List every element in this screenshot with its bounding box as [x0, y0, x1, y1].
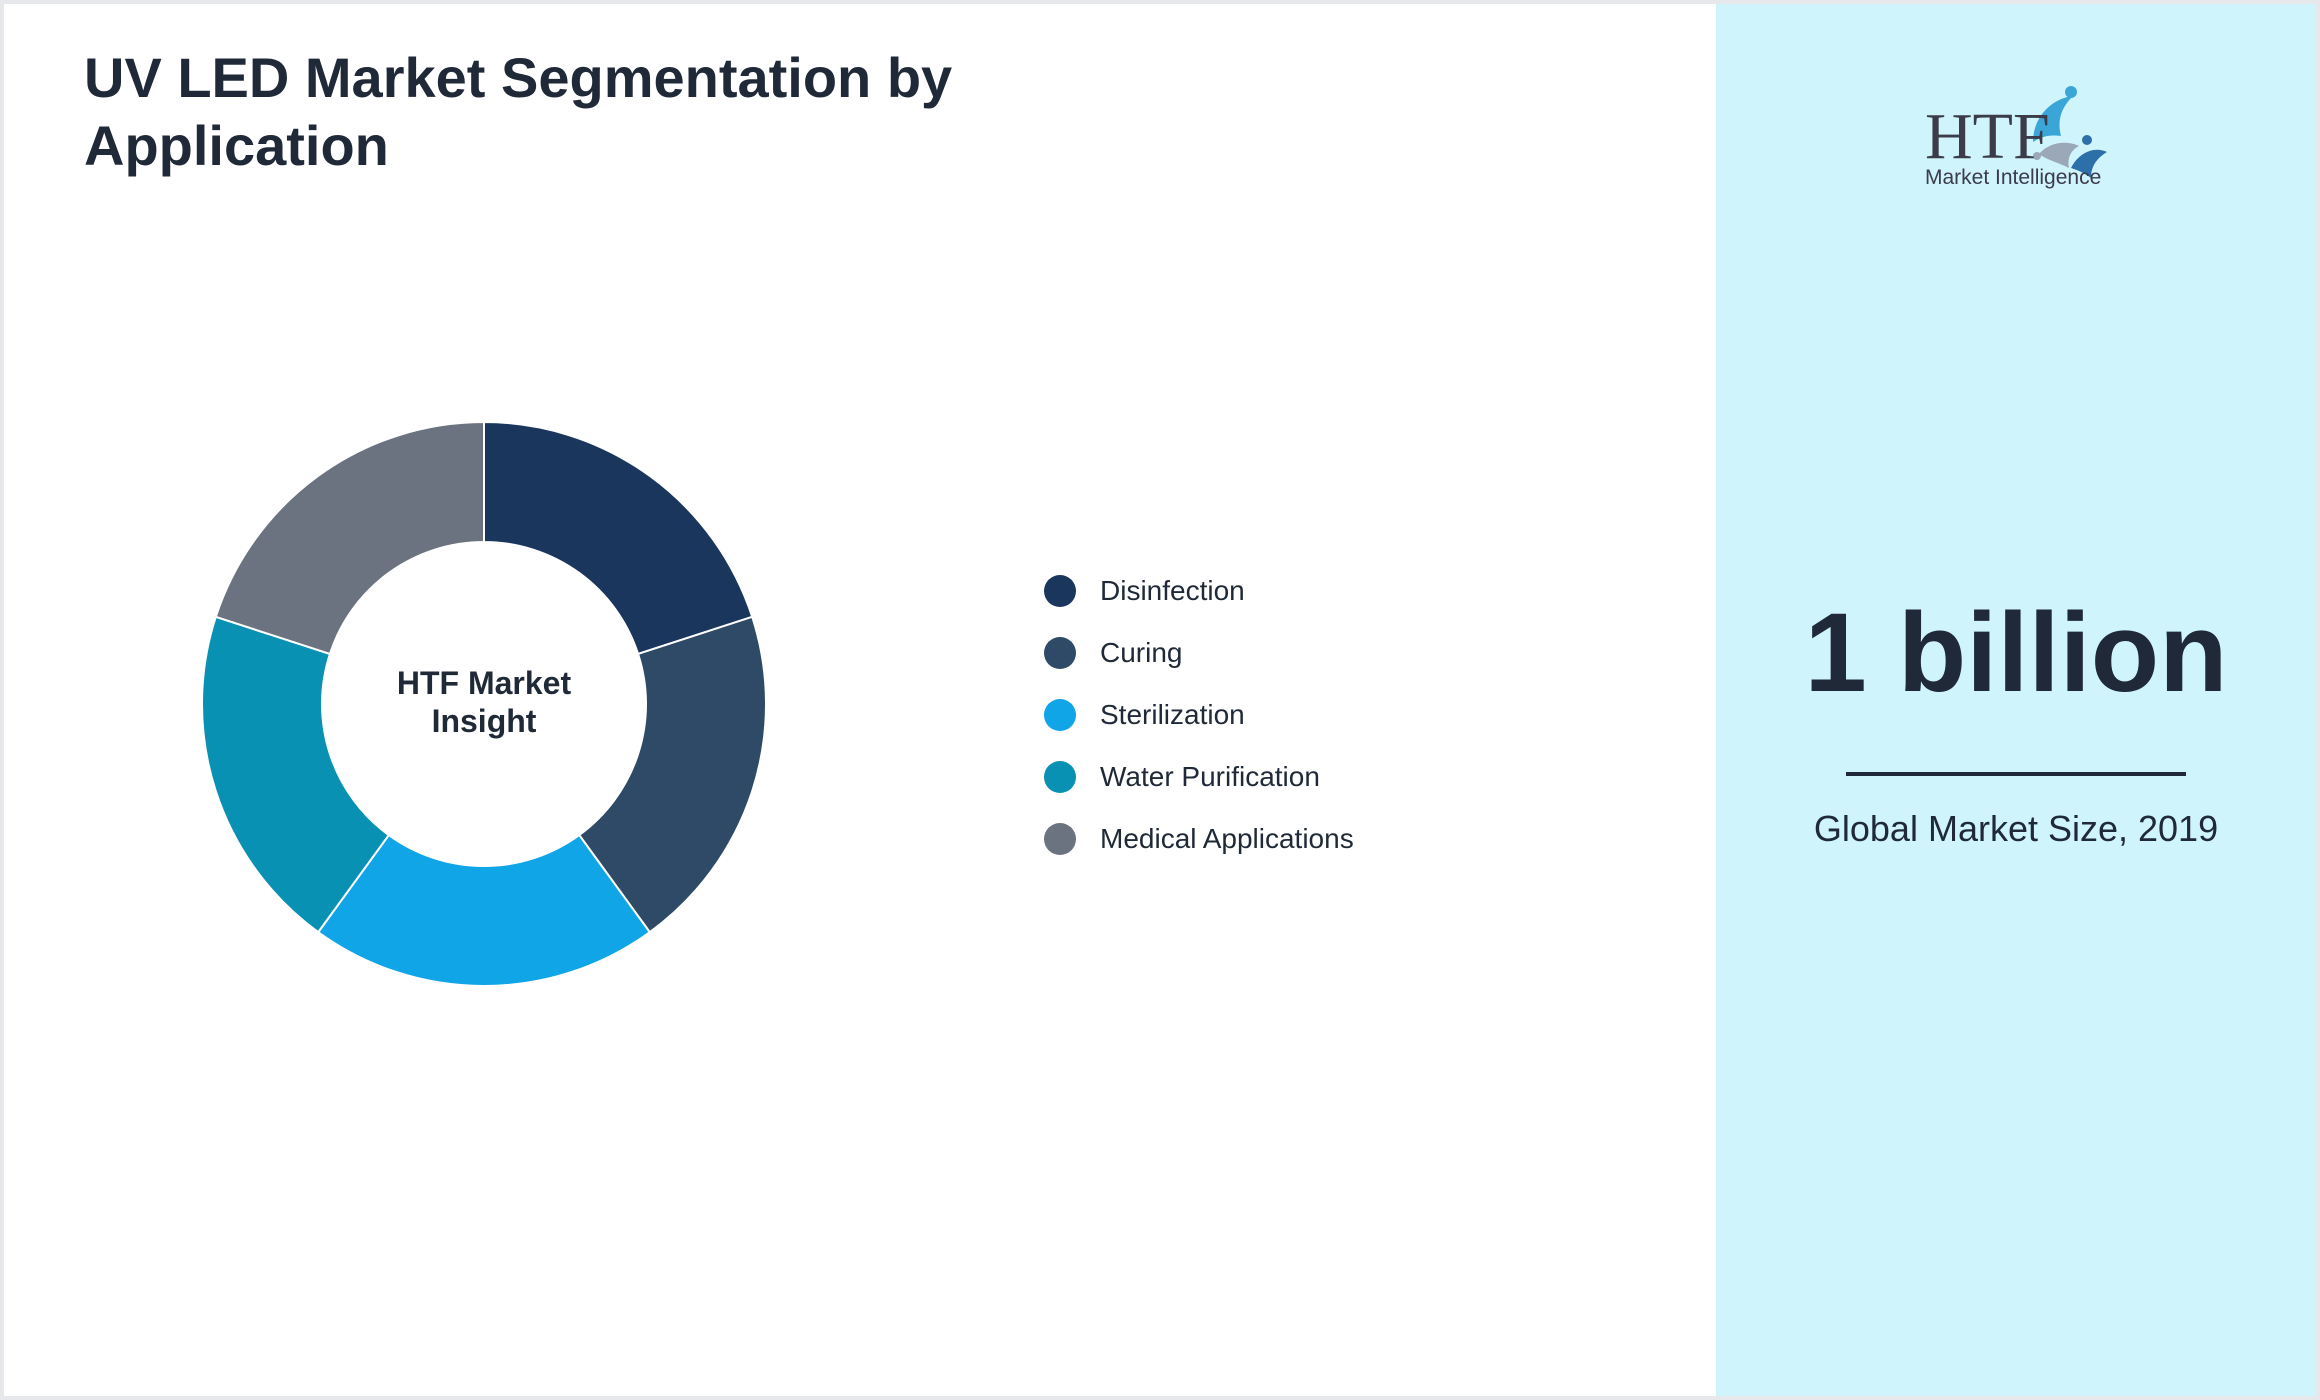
legend-swatch — [1044, 761, 1076, 793]
legend-item-medical-applications: Medical Applications — [1044, 808, 1354, 870]
center-label: HTF Market Insight — [397, 665, 572, 739]
donut-slice-water-purification — [201, 615, 391, 934]
donut-slice-disinfection — [483, 420, 754, 656]
legend-label: Curing — [1100, 637, 1183, 668]
center-label-line: HTF Market — [397, 665, 572, 701]
legend-item-sterilization: Sterilization — [1044, 684, 1354, 746]
legend-label: Medical Applications — [1100, 823, 1354, 854]
stat-divider — [1846, 772, 2186, 776]
chart-legend: Disinfection Curing Sterilization Water Pur… — [1044, 560, 1354, 870]
market-size-value: 1 billion — [1804, 590, 2228, 715]
legend-swatch — [1044, 823, 1076, 855]
page-title: UV LED Market Segmentation by Applicatio… — [84, 46, 953, 177]
donut-slices — [201, 420, 767, 987]
donut-slice-curing — [577, 615, 767, 934]
donut-chart: HTF Market Insight — [201, 420, 767, 987]
legend-item-water-purification: Water Purification — [1044, 746, 1354, 808]
center-label-line: Insight — [432, 703, 537, 739]
legend-label: Disinfection — [1100, 575, 1245, 606]
htf-logo: HTF Market Intelligence — [1925, 86, 2107, 189]
page-frame: UV LED Market Segmentation by Applicatio… — [4, 4, 2316, 1396]
donut-slice-medical-applications — [214, 420, 485, 656]
legend-label: Water Purification — [1100, 761, 1320, 792]
legend-swatch — [1044, 575, 1076, 607]
htf-swirl-icon — [2033, 86, 2107, 178]
logo-letters: HTF — [1925, 100, 2050, 173]
market-size-caption: Global Market Size, 2019 — [1813, 808, 2219, 849]
stat-sidebar: HTF Market Intelligence 1 billion Global… — [1716, 4, 2316, 1396]
chart-panel: UV LED Market Segmentation by Applicatio… — [4, 4, 1716, 1396]
legend-item-disinfection: Disinfection — [1044, 560, 1354, 622]
donut-slice-sterilization — [316, 833, 652, 987]
logo-tagline: Market Intelligence — [1925, 166, 2101, 189]
legend-label: Sterilization — [1100, 699, 1245, 730]
legend-swatch — [1044, 637, 1076, 669]
legend-swatch — [1044, 699, 1076, 731]
legend-item-curing: Curing — [1044, 622, 1354, 684]
